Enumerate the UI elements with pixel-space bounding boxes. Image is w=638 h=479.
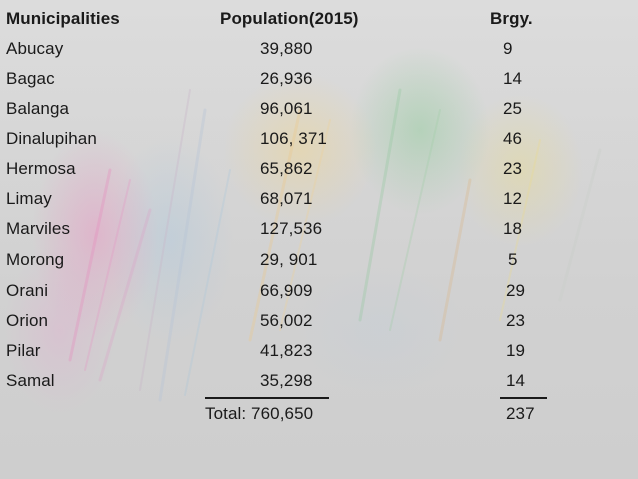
population-value: 66,909 xyxy=(260,281,313,300)
barangay-count: 46 xyxy=(503,129,523,148)
header-population: Population(2015) xyxy=(220,9,359,28)
municipality-name: Balanga xyxy=(6,99,70,118)
header-barangays: Brgy. xyxy=(490,9,533,28)
header-municipalities: Municipalities xyxy=(6,9,120,28)
barangay-count: 5 xyxy=(508,250,518,269)
barangay-count: 18 xyxy=(503,219,523,238)
barangay-count: 19 xyxy=(506,341,526,360)
municipality-name: Abucay xyxy=(6,39,64,58)
population-value: 127,536 xyxy=(260,219,323,238)
barangay-count: 12 xyxy=(503,189,523,208)
municipality-name: Bagac xyxy=(6,69,55,88)
population-value: 41,823 xyxy=(260,341,313,360)
population-value: 26,936 xyxy=(260,69,313,88)
municipality-name: Dinalupihan xyxy=(6,129,97,148)
population-total: Total: 760,650 xyxy=(205,404,314,423)
population-value: 96,061 xyxy=(260,99,313,118)
barangay-count: 23 xyxy=(503,159,523,178)
municipality-name: Limay xyxy=(6,189,52,208)
municipality-name: Pilar xyxy=(6,341,41,360)
population-value: 106, 371 xyxy=(260,129,327,148)
barangay-total-rule xyxy=(500,397,547,399)
municipality-name: Samal xyxy=(6,371,55,390)
municipality-name: Morong xyxy=(6,250,65,269)
barangay-count: 14 xyxy=(506,371,526,390)
barangay-count: 14 xyxy=(503,69,523,88)
barangay-count: 9 xyxy=(503,39,513,58)
population-total-rule xyxy=(205,397,329,399)
barangay-count: 29 xyxy=(506,281,526,300)
population-value: 35,298 xyxy=(260,371,313,390)
municipality-name: Hermosa xyxy=(6,159,76,178)
population-value: 56,002 xyxy=(260,311,313,330)
barangay-total: 237 xyxy=(506,404,535,423)
population-value: 65,862 xyxy=(260,159,313,178)
barangay-count: 25 xyxy=(503,99,523,118)
municipality-name: Orani xyxy=(6,281,49,300)
municipality-name: Orion xyxy=(6,311,49,330)
population-value: 39,880 xyxy=(260,39,313,58)
municipality-name: Marviles xyxy=(6,219,71,238)
population-value: 68,071 xyxy=(260,189,313,208)
population-value: 29, 901 xyxy=(260,250,318,269)
barangay-count: 23 xyxy=(506,311,526,330)
